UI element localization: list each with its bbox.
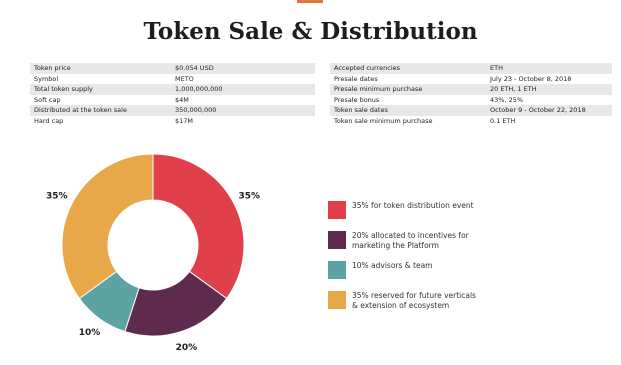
row-value: 0.1 ETH (490, 116, 516, 125)
row-value: ETH (490, 64, 503, 72)
row-value: $17M (175, 116, 194, 125)
accent-bar (297, 0, 323, 3)
donut-segment (61, 153, 154, 300)
row-label: Total token supply (34, 85, 93, 93)
row-value: $4M (175, 95, 189, 104)
donut-segment (152, 153, 245, 300)
legend-item: 20% allocated to incentives for marketin… (328, 229, 528, 257)
row-label: Presale bonus (334, 95, 380, 104)
table-row: Symbol METO (30, 74, 315, 85)
row-label: Presale dates (334, 74, 378, 83)
table-row: Token price $0.054 USD (30, 63, 315, 74)
legend-swatch (328, 261, 346, 279)
legend-label: 35% reserved for future verticals & exte… (352, 291, 476, 310)
value-label: 20% (176, 343, 198, 353)
table-row: Distributed at the token sale 350,000,000 (30, 105, 315, 116)
table-row: Token sale dates October 9 - October 22, … (330, 105, 612, 116)
legend-item: 10% advisors & team (328, 259, 528, 287)
row-value: METO (175, 74, 194, 83)
row-label: Distributed at the token sale (34, 106, 127, 114)
legend: 35% for token distribution event 20% allo… (328, 199, 528, 319)
row-label: Soft cap (34, 95, 61, 104)
table-row: Accepted currencies ETH (330, 63, 612, 74)
table-row: Total token supply 1,000,000,000 (30, 84, 315, 95)
row-label: Token sale dates (334, 106, 388, 114)
row-value: 350,000,000 (175, 106, 217, 114)
row-label: Symbol (34, 74, 59, 83)
legend-label: 20% allocated to incentives for marketin… (352, 231, 469, 250)
table-row: Presale bonus 43%, 25% (330, 95, 612, 106)
row-label: Accepted currencies (334, 64, 401, 72)
legend-swatch (328, 231, 346, 249)
legend-swatch (328, 201, 346, 219)
value-label: 10% (79, 328, 101, 338)
value-label: 35% (46, 191, 68, 201)
title: Token Sale & Distribution (143, 18, 478, 45)
legend-swatch (328, 291, 346, 309)
left-table: Token price $0.054 USD Symbol METO Total tok… (30, 63, 315, 126)
legend-label: 35% for token distribution event (352, 201, 474, 210)
table-row: Presale dates July 23 - October 8, 2018 (330, 74, 612, 85)
legend-item: 35% for token distribution event (328, 199, 528, 227)
row-value: 1,000,000,000 (175, 85, 223, 93)
row-value: 20 ETH, 1 ETH (490, 85, 537, 93)
legend-label: 10% advisors & team (352, 261, 433, 270)
row-value: 43%, 25% (490, 95, 524, 104)
table-row: Soft cap $4M (30, 95, 315, 106)
table-row: Token sale minimum purchase 0.1 ETH (330, 116, 612, 127)
row-label: Token price (34, 64, 71, 72)
table-row: Presale minimum purchase 20 ETH, 1 ETH (330, 84, 612, 95)
row-label: Hard cap (34, 116, 64, 125)
row-label: Token sale minimum purchase (334, 116, 433, 125)
row-value: October 9 - October 22, 2018 (490, 106, 586, 114)
value-label: 35% (238, 191, 260, 201)
right-table: Accepted currencies ETH Presale dates July … (330, 63, 612, 126)
row-label: Presale minimum purchase (334, 85, 423, 93)
legend-item: 35% reserved for future verticals & exte… (328, 289, 528, 317)
row-value: July 23 - October 8, 2018 (490, 74, 572, 83)
row-value: $0.054 USD (175, 64, 214, 72)
table-row: Hard cap $17M (30, 116, 315, 127)
